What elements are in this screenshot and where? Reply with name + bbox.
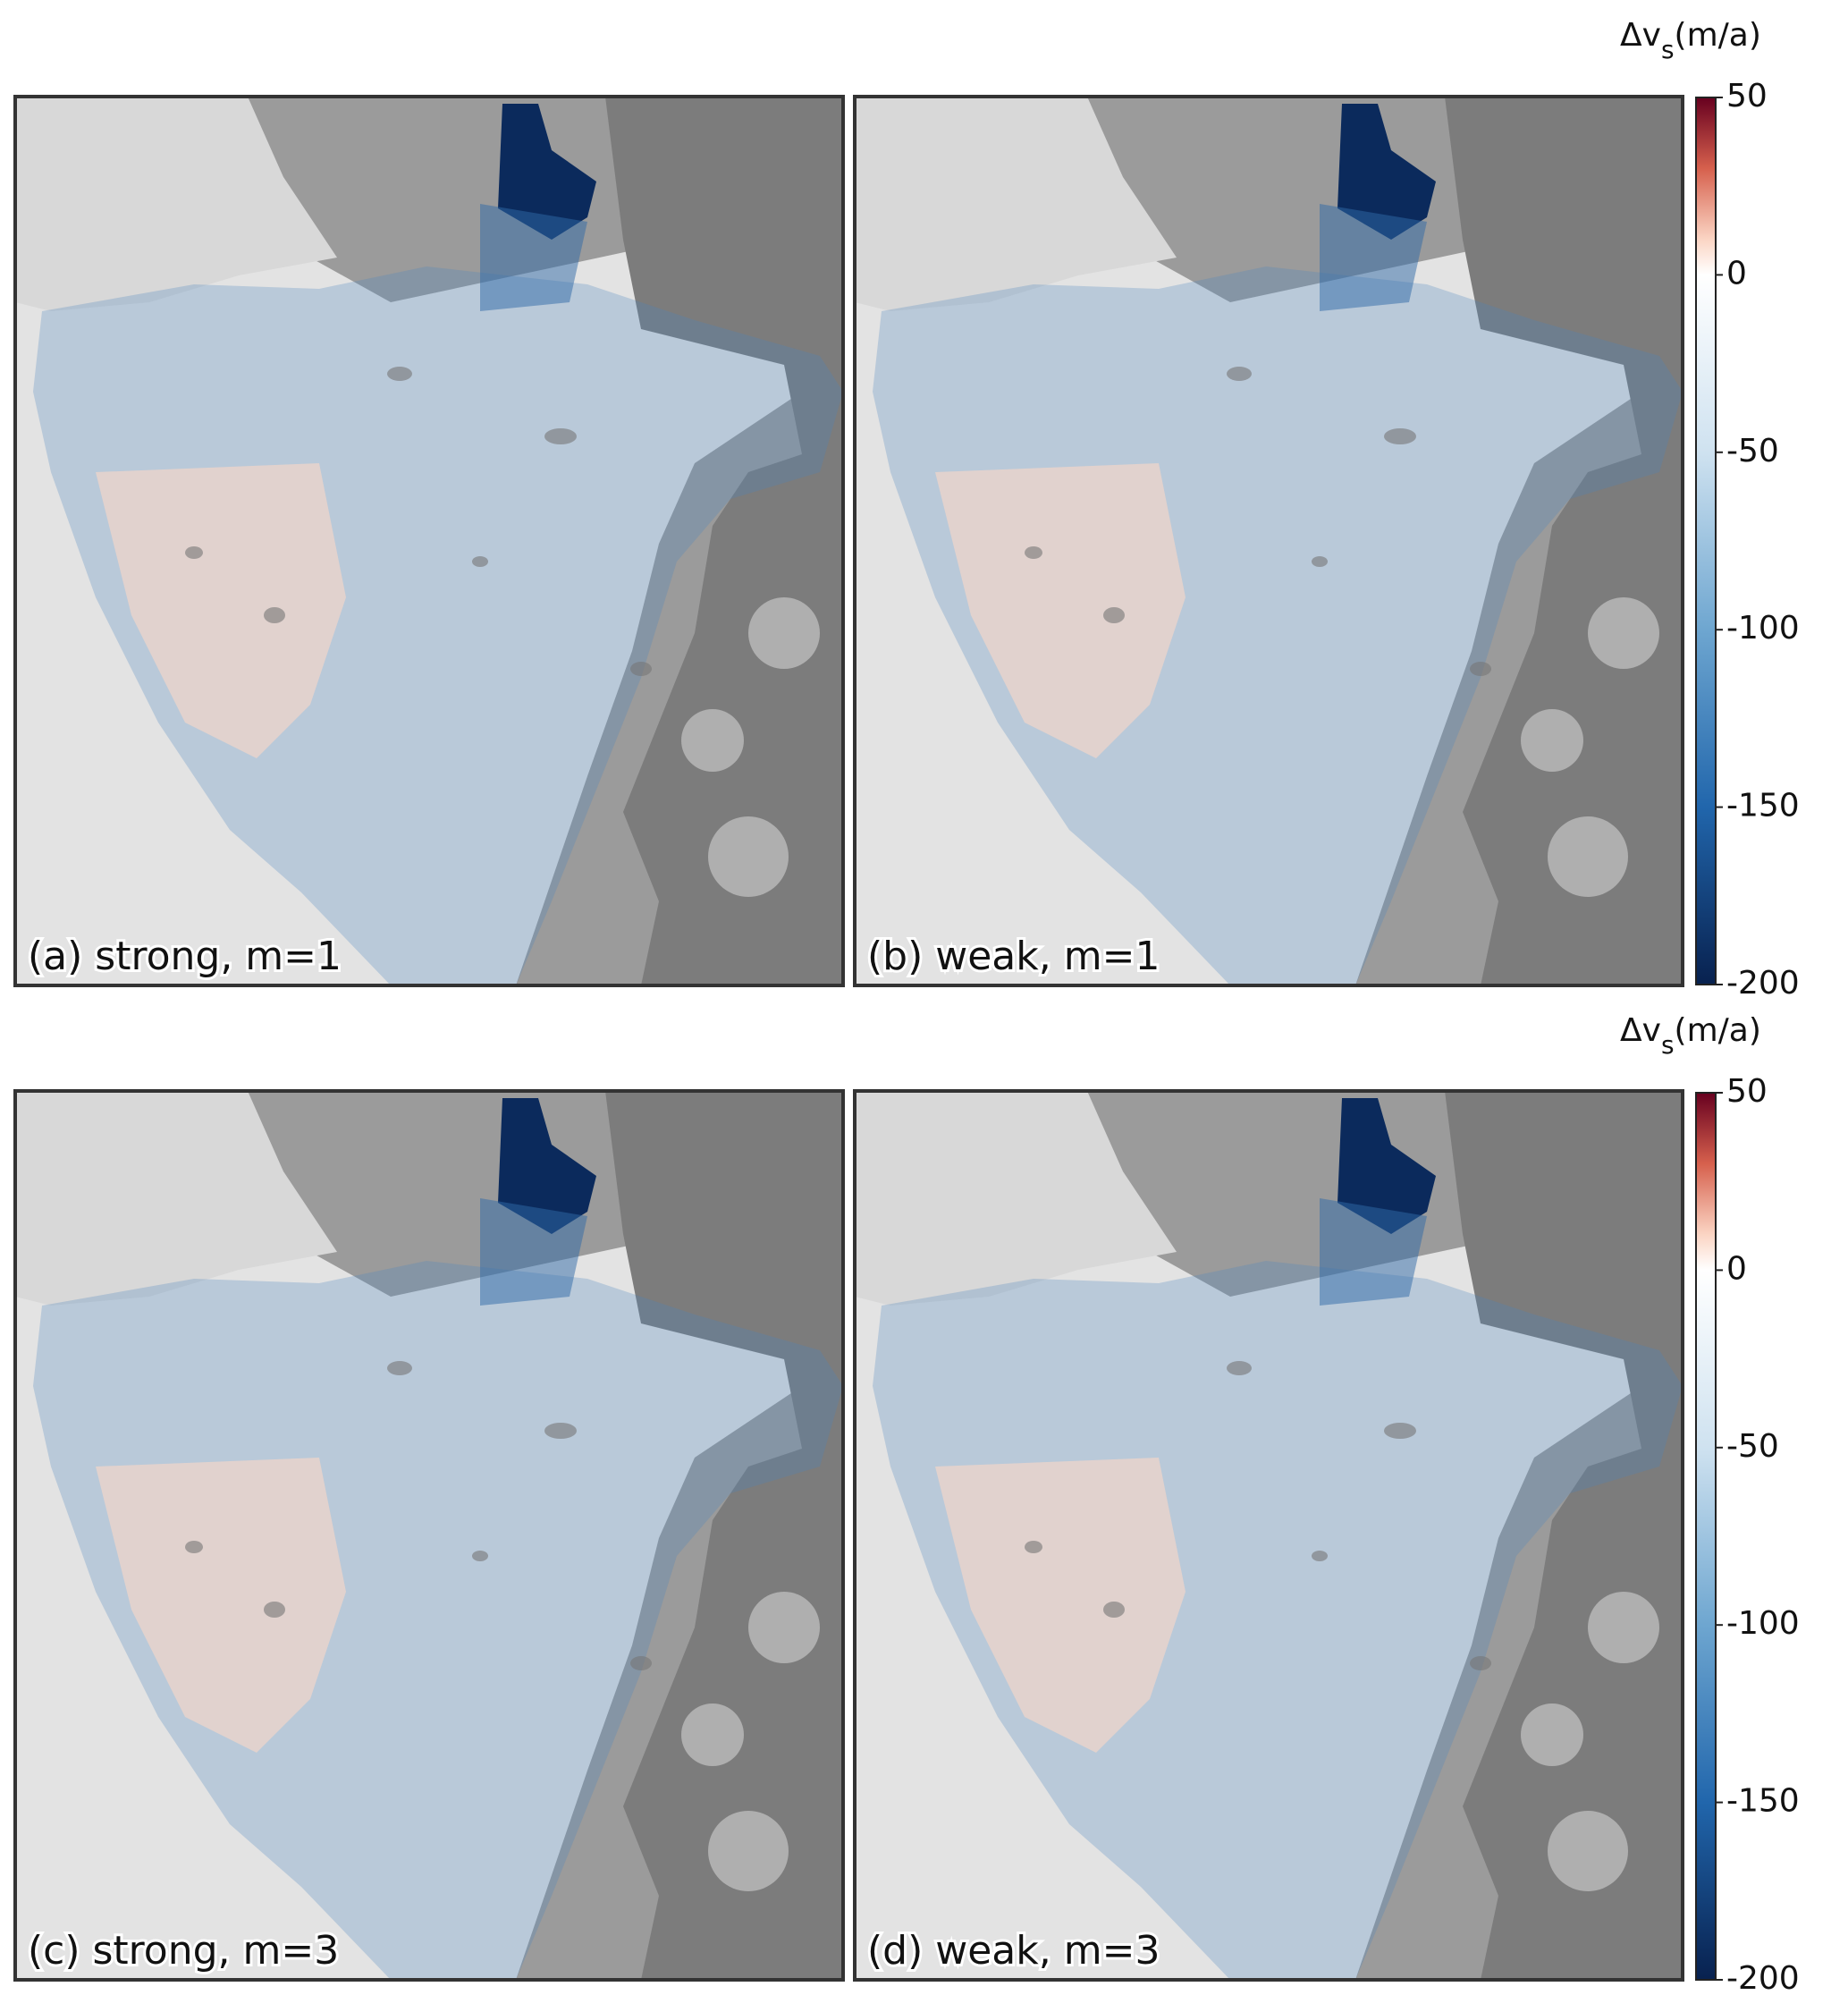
colorbar-tick-label: -150 (1726, 788, 1800, 824)
colorbar-tick-label: -50 (1726, 1428, 1779, 1465)
panel-frame (13, 1089, 845, 1982)
colorbar (1695, 97, 1717, 985)
panel-label: (a) strong, m=1 (28, 934, 342, 979)
map-image (15, 1091, 843, 1980)
label-sub: s (1661, 1030, 1675, 1060)
colorbar-tick-label: -200 (1726, 965, 1800, 1002)
colorbar-label: Δvs(m/a) (1620, 1012, 1761, 1060)
colorbar-tick-label: 0 (1726, 1250, 1747, 1287)
map-panel: (d) weak, m=3 (853, 1089, 1684, 1982)
map-panel: (a) strong, m=1 (13, 95, 845, 987)
colorbar-label: Δvs(m/a) (1620, 17, 1761, 64)
colorbar-tick-label: 50 (1726, 78, 1768, 114)
colorbar-tick-label: -100 (1726, 1605, 1800, 1642)
colorbar-tick-label: 50 (1726, 1073, 1768, 1110)
panel-frame (13, 95, 845, 987)
colorbar (1695, 1092, 1717, 1981)
label-unit: (m/a) (1675, 1012, 1761, 1049)
colorbar-tick-label: -50 (1726, 433, 1779, 469)
panel-label: (b) weak, m=1 (867, 934, 1160, 979)
colorbar-tick-label: -150 (1726, 1783, 1800, 1820)
colorbar-tick-label: -100 (1726, 610, 1800, 647)
panel-frame (853, 95, 1684, 987)
map-panel: (c) strong, m=3 (13, 1089, 845, 1982)
panel-label: (d) weak, m=3 (867, 1928, 1160, 1974)
map-image (15, 97, 843, 985)
map-image (855, 97, 1683, 985)
colorbar-tick-label: -200 (1726, 1960, 1800, 1997)
colorbar-tick-label: 0 (1726, 255, 1747, 292)
panel-frame (853, 1089, 1684, 1982)
label-main: Δv (1620, 1012, 1661, 1049)
map-image (855, 1091, 1683, 1980)
label-main: Δv (1620, 17, 1661, 54)
panel-label: (c) strong, m=3 (28, 1928, 339, 1974)
label-unit: (m/a) (1675, 17, 1761, 54)
map-panel: (b) weak, m=1 (853, 95, 1684, 987)
label-sub: s (1661, 35, 1675, 64)
